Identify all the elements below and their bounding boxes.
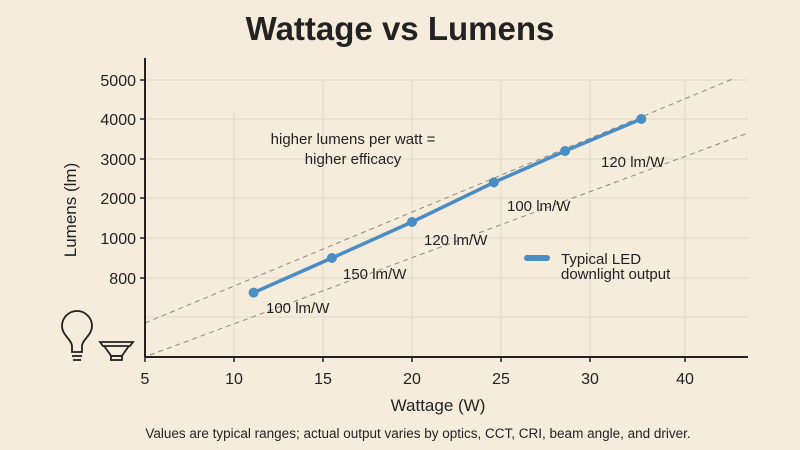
x-tick-label: 20 [403,371,421,388]
downlight-icon [98,341,135,361]
x-tick-label: 5 [141,371,150,388]
data-point [248,287,259,298]
chart-title: Wattage vs Lumens [246,10,555,47]
y-tick-label: 4000 [100,112,136,129]
x-tick-label: 30 [581,371,599,388]
legend: Typical LED downlight output [524,251,671,283]
x-tick-label: 40 [676,371,694,388]
y-tick-label: 1000 [100,231,136,248]
efficacy-label: 100 lm/W [507,198,571,215]
data-point [407,217,417,227]
legend-label-line2: downlight output [561,266,671,283]
x-tick-label: 10 [225,371,243,388]
footnote: Values are typical ranges; actual output… [145,426,690,441]
y-axis-label: Lumens (lm) [61,163,80,257]
data-point [488,177,499,188]
efficacy-note-line2: higher efficacy [305,151,402,168]
efficacy-label: 120 lm/W [424,232,488,249]
y-tick-label: 3000 [100,152,136,169]
x-tick-label: 25 [492,371,510,388]
efficacy-label: 100 lm/W [266,300,330,317]
x-axis-label: Wattage (W) [391,396,486,415]
efficacy-note-line1: higher lumens per watt = [271,131,436,148]
legend-label-line1: Typical LED [561,251,641,268]
series-line [252,117,642,295]
x-tick-label: 15 [314,371,332,388]
y-tick-label: 5000 [100,73,136,90]
efficacy-label: 120 lm/W [601,154,665,171]
data-point [560,146,571,156]
light-bulb-icon [61,310,93,361]
efficacy-reference-line [149,132,749,356]
data-point [636,114,647,124]
reference-lines [144,77,749,356]
y-tick-label: 800 [109,271,136,288]
efficacy-label: 150 lm/W [343,266,407,283]
y-tick-label: 2000 [100,191,136,208]
grid [145,79,748,357]
data-point [326,253,337,263]
